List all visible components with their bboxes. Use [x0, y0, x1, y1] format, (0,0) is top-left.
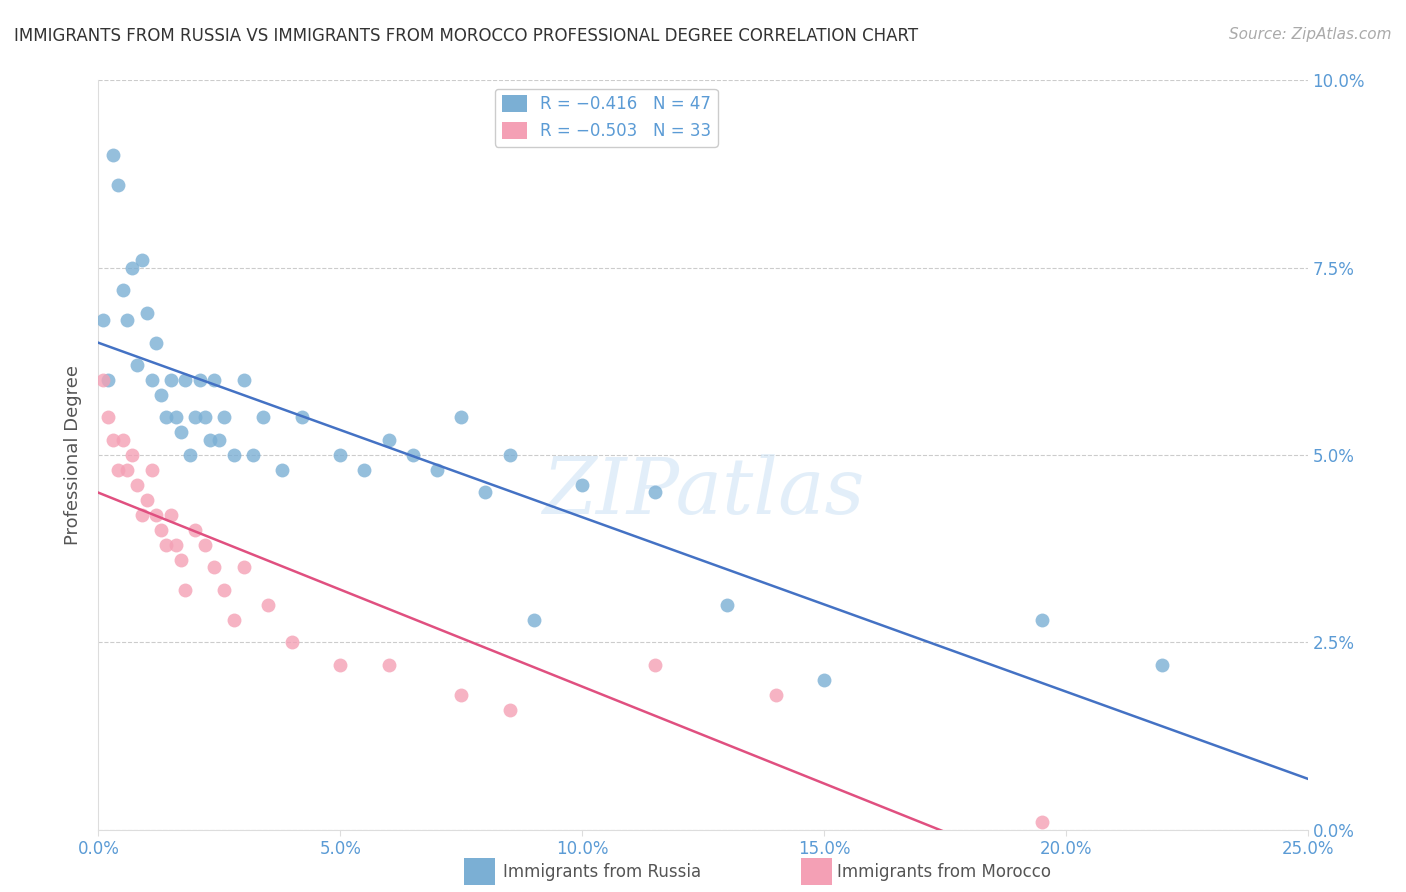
Point: [165, 410, 187, 425]
Point: [426, 463, 449, 477]
Point: [377, 657, 399, 672]
Point: [450, 688, 472, 702]
Point: [1152, 657, 1174, 672]
Point: [131, 508, 153, 522]
Point: [252, 410, 274, 425]
Point: [353, 463, 375, 477]
Point: [208, 433, 231, 447]
Point: [498, 448, 520, 462]
Point: [141, 373, 163, 387]
Point: [329, 448, 352, 462]
Point: [135, 492, 157, 507]
Point: [256, 598, 278, 612]
Point: [127, 358, 149, 372]
Point: [97, 373, 120, 387]
Point: [169, 553, 191, 567]
Point: [165, 538, 187, 552]
Point: [232, 560, 254, 574]
Point: [127, 478, 149, 492]
Point: [150, 523, 173, 537]
Point: [194, 538, 217, 552]
Point: [523, 613, 546, 627]
Point: [135, 305, 157, 319]
Point: [212, 410, 235, 425]
Point: [101, 148, 124, 162]
Point: [111, 433, 134, 447]
Point: [101, 433, 124, 447]
Point: [281, 635, 304, 649]
Point: [91, 313, 114, 327]
Point: [402, 448, 425, 462]
Point: [107, 463, 129, 477]
Point: [184, 410, 207, 425]
Point: [107, 178, 129, 193]
Point: [91, 373, 114, 387]
Point: [271, 463, 294, 477]
Point: [765, 688, 787, 702]
Point: [377, 433, 399, 447]
Text: IMMIGRANTS FROM RUSSIA VS IMMIGRANTS FROM MOROCCO PROFESSIONAL DEGREE CORRELATIO: IMMIGRANTS FROM RUSSIA VS IMMIGRANTS FRO…: [14, 27, 918, 45]
Point: [121, 260, 143, 275]
Text: ZIPatlas: ZIPatlas: [541, 454, 865, 531]
Point: [145, 508, 167, 522]
Point: [150, 388, 173, 402]
Point: [329, 657, 352, 672]
Point: [242, 448, 264, 462]
Point: [498, 703, 520, 717]
Point: [179, 448, 201, 462]
Point: [813, 673, 835, 687]
Point: [222, 448, 245, 462]
Point: [160, 508, 183, 522]
Point: [117, 463, 139, 477]
Point: [160, 373, 183, 387]
Point: [174, 582, 197, 597]
Point: [131, 253, 153, 268]
Point: [204, 373, 226, 387]
Text: Immigrants from Russia: Immigrants from Russia: [503, 863, 702, 881]
Point: [450, 410, 472, 425]
Point: [155, 538, 177, 552]
Point: [184, 523, 207, 537]
Point: [1031, 815, 1053, 830]
Point: [474, 485, 496, 500]
Point: [97, 410, 120, 425]
Point: [194, 410, 217, 425]
Point: [644, 657, 666, 672]
Point: [716, 598, 738, 612]
Point: [571, 478, 593, 492]
Point: [222, 613, 245, 627]
Point: [1031, 613, 1053, 627]
Point: [232, 373, 254, 387]
Legend: R = −0.416   N = 47, R = −0.503   N = 33: R = −0.416 N = 47, R = −0.503 N = 33: [495, 88, 717, 146]
Text: Immigrants from Morocco: Immigrants from Morocco: [837, 863, 1050, 881]
Point: [145, 335, 167, 350]
Point: [212, 582, 235, 597]
Point: [117, 313, 139, 327]
Point: [111, 283, 134, 297]
Text: Source: ZipAtlas.com: Source: ZipAtlas.com: [1229, 27, 1392, 42]
Point: [198, 433, 221, 447]
Point: [188, 373, 211, 387]
Point: [141, 463, 163, 477]
Point: [169, 425, 191, 440]
Point: [174, 373, 197, 387]
Point: [290, 410, 312, 425]
Y-axis label: Professional Degree: Professional Degree: [65, 365, 83, 545]
Point: [155, 410, 177, 425]
Point: [644, 485, 666, 500]
Point: [121, 448, 143, 462]
Point: [204, 560, 226, 574]
